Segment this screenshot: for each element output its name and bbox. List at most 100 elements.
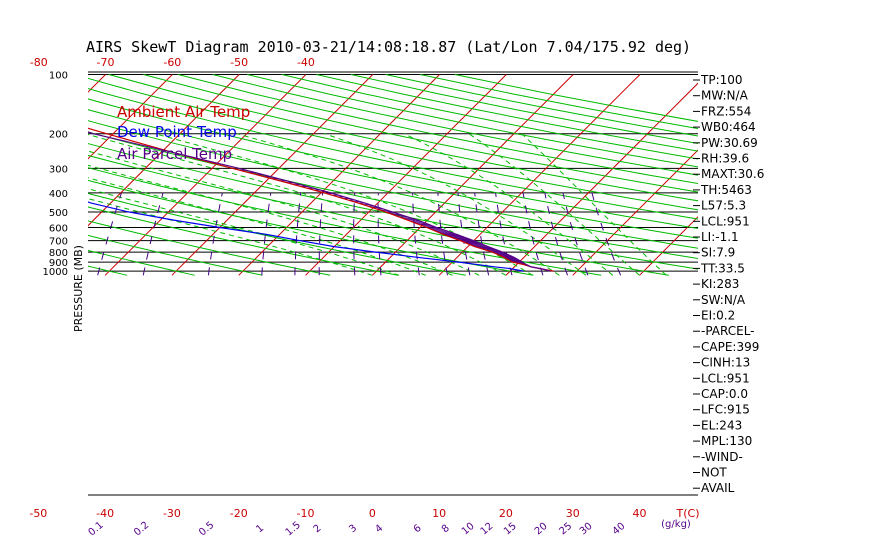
dry-adiabat bbox=[88, 120, 698, 249]
dry-adiabat bbox=[420, 74, 698, 130]
bottom-temp-tick-label: 30 bbox=[566, 507, 580, 520]
index-line: CAPE:399 bbox=[701, 340, 759, 354]
mixing-ratio-tick-label: 1 bbox=[254, 523, 266, 536]
mixing-ratio-line bbox=[353, 192, 356, 276]
moist-adiabat bbox=[88, 177, 426, 276]
pressure-tick-label: 100 bbox=[49, 71, 68, 82]
dry-adiabat bbox=[88, 192, 466, 276]
bottom-temp-tick-label: 0 bbox=[369, 507, 376, 520]
top-temperature-axis: -120-110-100-90-80-70-60-50-40 bbox=[30, 56, 315, 69]
moist-adiabat bbox=[154, 133, 533, 276]
bottom-temp-tick-label: -50 bbox=[29, 507, 47, 520]
index-line: TH:5463 bbox=[700, 183, 752, 197]
dry-adiabat bbox=[177, 74, 698, 185]
index-line: L57:5.3 bbox=[701, 199, 746, 213]
index-line: RH:39.6 bbox=[701, 152, 749, 166]
bottom-temp-tick-label: -20 bbox=[230, 507, 248, 520]
dry-adiabat bbox=[212, 74, 698, 176]
dry-adiabat bbox=[108, 74, 698, 202]
bottom-axis-unit: T(C) bbox=[676, 507, 700, 520]
mixing-ratio-unit: (g/kg) bbox=[661, 519, 691, 530]
top-temp-tick-label: -40 bbox=[297, 56, 315, 69]
index-line: TT:33.5 bbox=[700, 261, 745, 275]
pressure-tick-label: 500 bbox=[49, 208, 68, 219]
legend-dewpoint: Dew Point Temp bbox=[117, 123, 237, 141]
dry-adiabat bbox=[88, 249, 195, 276]
mixing-ratio-tick-label: 12 bbox=[479, 521, 496, 538]
mixing-ratio-tick-label: 6 bbox=[412, 523, 424, 536]
mixing-ratio-tick-label: 0.5 bbox=[197, 520, 216, 539]
moist-adiabat bbox=[88, 198, 373, 276]
dry-adiabat bbox=[88, 220, 331, 276]
isotherm bbox=[238, 74, 440, 276]
mixing-ratio-line bbox=[544, 192, 568, 276]
isotherm bbox=[0, 75, 39, 276]
dry-adiabat bbox=[88, 154, 669, 276]
index-line: CAP:0.0 bbox=[701, 387, 748, 401]
bottom-temp-tick-label: 40 bbox=[633, 507, 647, 520]
index-line: LI:-1.1 bbox=[701, 230, 739, 244]
moist-adiabat bbox=[468, 133, 640, 276]
index-line: EL:243 bbox=[701, 418, 742, 432]
index-line: CINH:13 bbox=[701, 356, 750, 370]
isotherm bbox=[438, 74, 641, 276]
chart-title: AIRS SkewT Diagram 2010-03-21/14:08:18.8… bbox=[86, 38, 691, 56]
moist-adiabat bbox=[88, 150, 480, 276]
pressure-tick-label: 300 bbox=[49, 164, 68, 175]
mixing-ratio-tick-label: 3 bbox=[347, 523, 359, 536]
pressure-tick-label: 1000 bbox=[43, 267, 68, 278]
mixing-ratio-tick-label: 0.2 bbox=[132, 520, 151, 539]
index-line: LFC:915 bbox=[701, 403, 750, 417]
pressure-tick-label: 900 bbox=[49, 258, 68, 269]
index-line: MAXT:30.6 bbox=[701, 167, 764, 181]
mixing-ratio-tick-label: 0.1 bbox=[86, 520, 105, 539]
legend: Ambient Air Temp Dew Point Temp Air Parc… bbox=[117, 103, 250, 163]
index-line: SI:7.9 bbox=[701, 246, 735, 260]
index-line: EI:0.2 bbox=[701, 309, 735, 323]
mixing-ratio-tick-label: 25 bbox=[557, 521, 574, 538]
isotherm bbox=[371, 74, 574, 276]
moist-adiabat bbox=[324, 133, 587, 276]
bottom-temp-tick-label: -30 bbox=[163, 507, 181, 520]
pressure-tick-label: 800 bbox=[49, 248, 68, 259]
ambient-temp-line bbox=[88, 127, 554, 272]
pressure-tick-label: 600 bbox=[49, 224, 68, 235]
index-line: WB0:464 bbox=[701, 120, 756, 134]
dry-adiabat bbox=[454, 74, 698, 122]
bottom-temp-tick-label: 20 bbox=[499, 507, 513, 520]
top-temp-tick-label: -70 bbox=[97, 56, 115, 69]
moist-adiabat bbox=[88, 188, 400, 276]
pressure-tick-label: 400 bbox=[49, 189, 68, 200]
moist-adiabat bbox=[236, 133, 560, 276]
index-line: AVAIL bbox=[701, 481, 735, 495]
dry-adiabat bbox=[88, 131, 698, 260]
dry-adiabat bbox=[88, 77, 698, 211]
mixing-ratio-tick-label: 1.5 bbox=[284, 520, 303, 539]
top-temp-tick-label: -60 bbox=[163, 56, 181, 69]
legend-ambient: Ambient Air Temp bbox=[117, 103, 250, 121]
mixing-ratio-line bbox=[522, 192, 544, 276]
dry-adiabat bbox=[385, 74, 698, 137]
dry-adiabat bbox=[281, 74, 698, 160]
isotherm bbox=[104, 74, 307, 276]
index-line: LCL:951 bbox=[701, 214, 750, 228]
index-line: TP:100 bbox=[700, 73, 743, 87]
isotherm bbox=[171, 74, 374, 276]
moist-adiabat bbox=[88, 133, 507, 276]
isotherm bbox=[88, 74, 240, 227]
dry-adiabat bbox=[88, 88, 698, 220]
legend-parcel: Air Parcel Temp bbox=[117, 145, 232, 163]
isotherm bbox=[639, 216, 698, 276]
dry-adiabat bbox=[247, 74, 698, 168]
index-line: MPL:130 bbox=[701, 434, 752, 448]
top-temp-tick-label: -80 bbox=[30, 56, 48, 69]
bottom-temp-tick-label: -40 bbox=[96, 507, 114, 520]
moist-adiabat bbox=[88, 164, 453, 276]
index-line: NOT bbox=[701, 466, 727, 480]
pressure-tick-label: 700 bbox=[49, 237, 68, 248]
index-line: -WIND- bbox=[701, 450, 743, 464]
mixing-ratio-line bbox=[591, 192, 622, 276]
index-line: MW:N/A bbox=[701, 89, 749, 103]
